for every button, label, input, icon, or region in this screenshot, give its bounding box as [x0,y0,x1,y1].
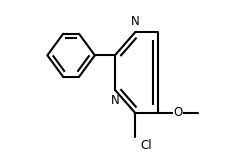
Text: N: N [131,15,140,28]
Text: Cl: Cl [140,139,152,152]
Text: N: N [110,94,119,107]
Text: O: O [174,106,183,119]
